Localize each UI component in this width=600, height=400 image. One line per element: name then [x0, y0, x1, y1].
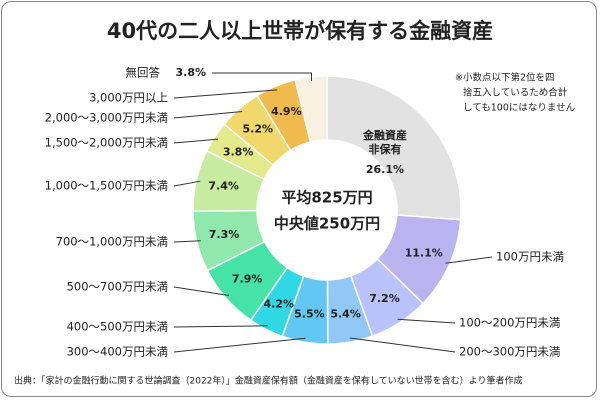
leader-line: [349, 337, 456, 353]
leader-line: [173, 180, 201, 187]
donut-segment: [326, 75, 462, 221]
value-label: 7.3%: [209, 228, 240, 241]
leader-line: [173, 89, 278, 99]
value-label: 7.4%: [208, 180, 239, 193]
leader-line: [173, 240, 201, 243]
note: 捨五入しているため合計: [463, 87, 568, 99]
category-label: 500～700万円未満: [67, 280, 168, 294]
value-label: 5.5%: [294, 308, 325, 321]
center-text: 平均825万円: [281, 189, 372, 207]
leader-line: [397, 318, 456, 324]
category-label: 無回答: [126, 66, 161, 80]
leader-line: [173, 111, 243, 119]
category-label: 400～500万円未満: [67, 320, 168, 334]
leader-line: [445, 256, 493, 264]
category-label: 200～300万円未満: [459, 345, 560, 359]
category-label: 300～400万円未満: [67, 345, 168, 359]
value-label: 11.1%: [405, 246, 443, 259]
category-label: 金融資産 非保有: [363, 129, 407, 156]
chart-title: 40代の二人以上世帯が保有する金融資産: [107, 19, 493, 43]
value-label: 3.8%: [175, 66, 206, 79]
source: 出典：「家計の金融行動に関する世論調査（2022年）」金融資産保有額（金融資産を…: [14, 375, 522, 387]
note: しても100にはなりません: [463, 103, 575, 114]
value-label: 3.8%: [223, 145, 254, 158]
value-label: 4.2%: [264, 297, 295, 310]
value-label: 7.9%: [232, 273, 263, 286]
category-label: 100～200万円未満: [459, 316, 560, 330]
category-label: 1,500～2,000万円未満: [45, 136, 168, 150]
center-text: 中央値250万円: [274, 215, 380, 233]
category-label: 100万円未満: [496, 250, 564, 264]
note: ※小数点以下第2位を四: [455, 72, 555, 84]
category-label: 2,000～3,000万円未満: [45, 111, 168, 125]
leader-line: [173, 337, 306, 353]
category-label: 700～1,000万円未満: [56, 235, 168, 249]
leader-line: [173, 286, 230, 296]
value-label: 26.1%: [366, 163, 404, 176]
category-label: 3,000万円以上: [89, 91, 168, 105]
value-label: 5.4%: [330, 307, 361, 320]
value-label: 5.2%: [243, 123, 274, 136]
leader-line: [173, 138, 219, 144]
value-label: 7.2%: [369, 292, 400, 305]
leader-line: [212, 72, 312, 81]
value-label: 4.9%: [271, 105, 302, 118]
donut-segment: [294, 75, 328, 143]
leader-line: [173, 325, 268, 328]
category-label: 1,000～1,500万円未満: [45, 179, 168, 193]
